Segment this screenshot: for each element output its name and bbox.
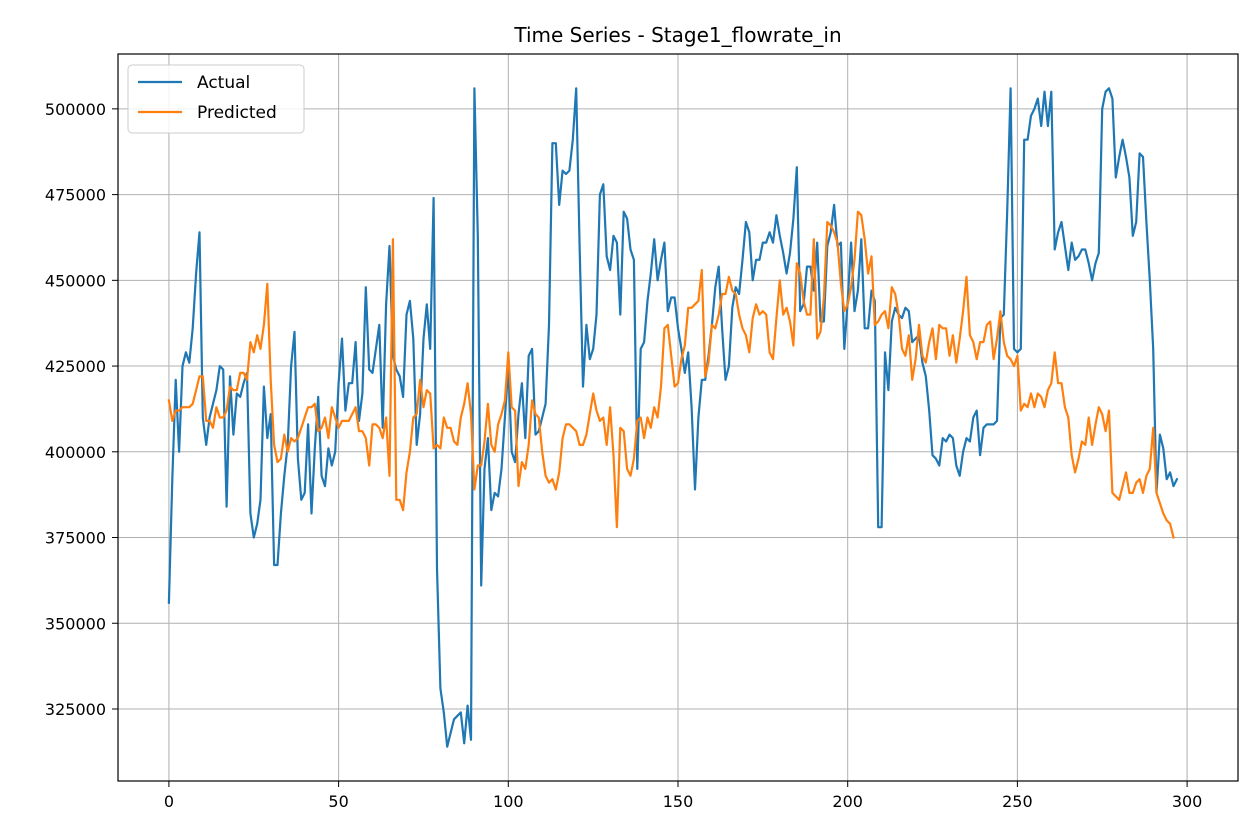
series-line-predicted xyxy=(167,210,1175,539)
x-tick-label: 200 xyxy=(832,792,863,811)
x-axis: 0 50 100 150 200 250 300 xyxy=(164,781,1203,811)
y-tick-label: 450000 xyxy=(45,271,106,290)
x-tick-label: 50 xyxy=(328,792,348,811)
series-line-actual xyxy=(167,87,1179,748)
y-tick-label: 375000 xyxy=(45,529,106,548)
y-tick-label: 350000 xyxy=(45,614,106,633)
y-tick-label: 475000 xyxy=(45,186,106,205)
legend-label-actual: Actual xyxy=(197,73,250,93)
x-tick-label: 150 xyxy=(663,792,694,811)
x-tick-label: 250 xyxy=(1002,792,1033,811)
chart-title: Time Series - Stage1_flowrate_in xyxy=(513,23,841,47)
y-tick-label: 325000 xyxy=(45,700,106,719)
y-tick-label: 425000 xyxy=(45,357,106,376)
legend: Actual Predicted xyxy=(127,64,305,134)
y-tick-label: 400000 xyxy=(45,443,106,462)
series-lines xyxy=(167,87,1179,748)
x-tick-label: 100 xyxy=(493,792,524,811)
y-tick-label: 500000 xyxy=(45,100,106,119)
grid-lines xyxy=(118,54,1238,781)
y-axis: 325000 350000 375000 400000 425000 450000 4750… xyxy=(45,100,118,719)
x-tick-label: 300 xyxy=(1172,792,1203,811)
x-tick-label: 0 xyxy=(164,792,174,811)
legend-label-predicted: Predicted xyxy=(197,103,277,123)
